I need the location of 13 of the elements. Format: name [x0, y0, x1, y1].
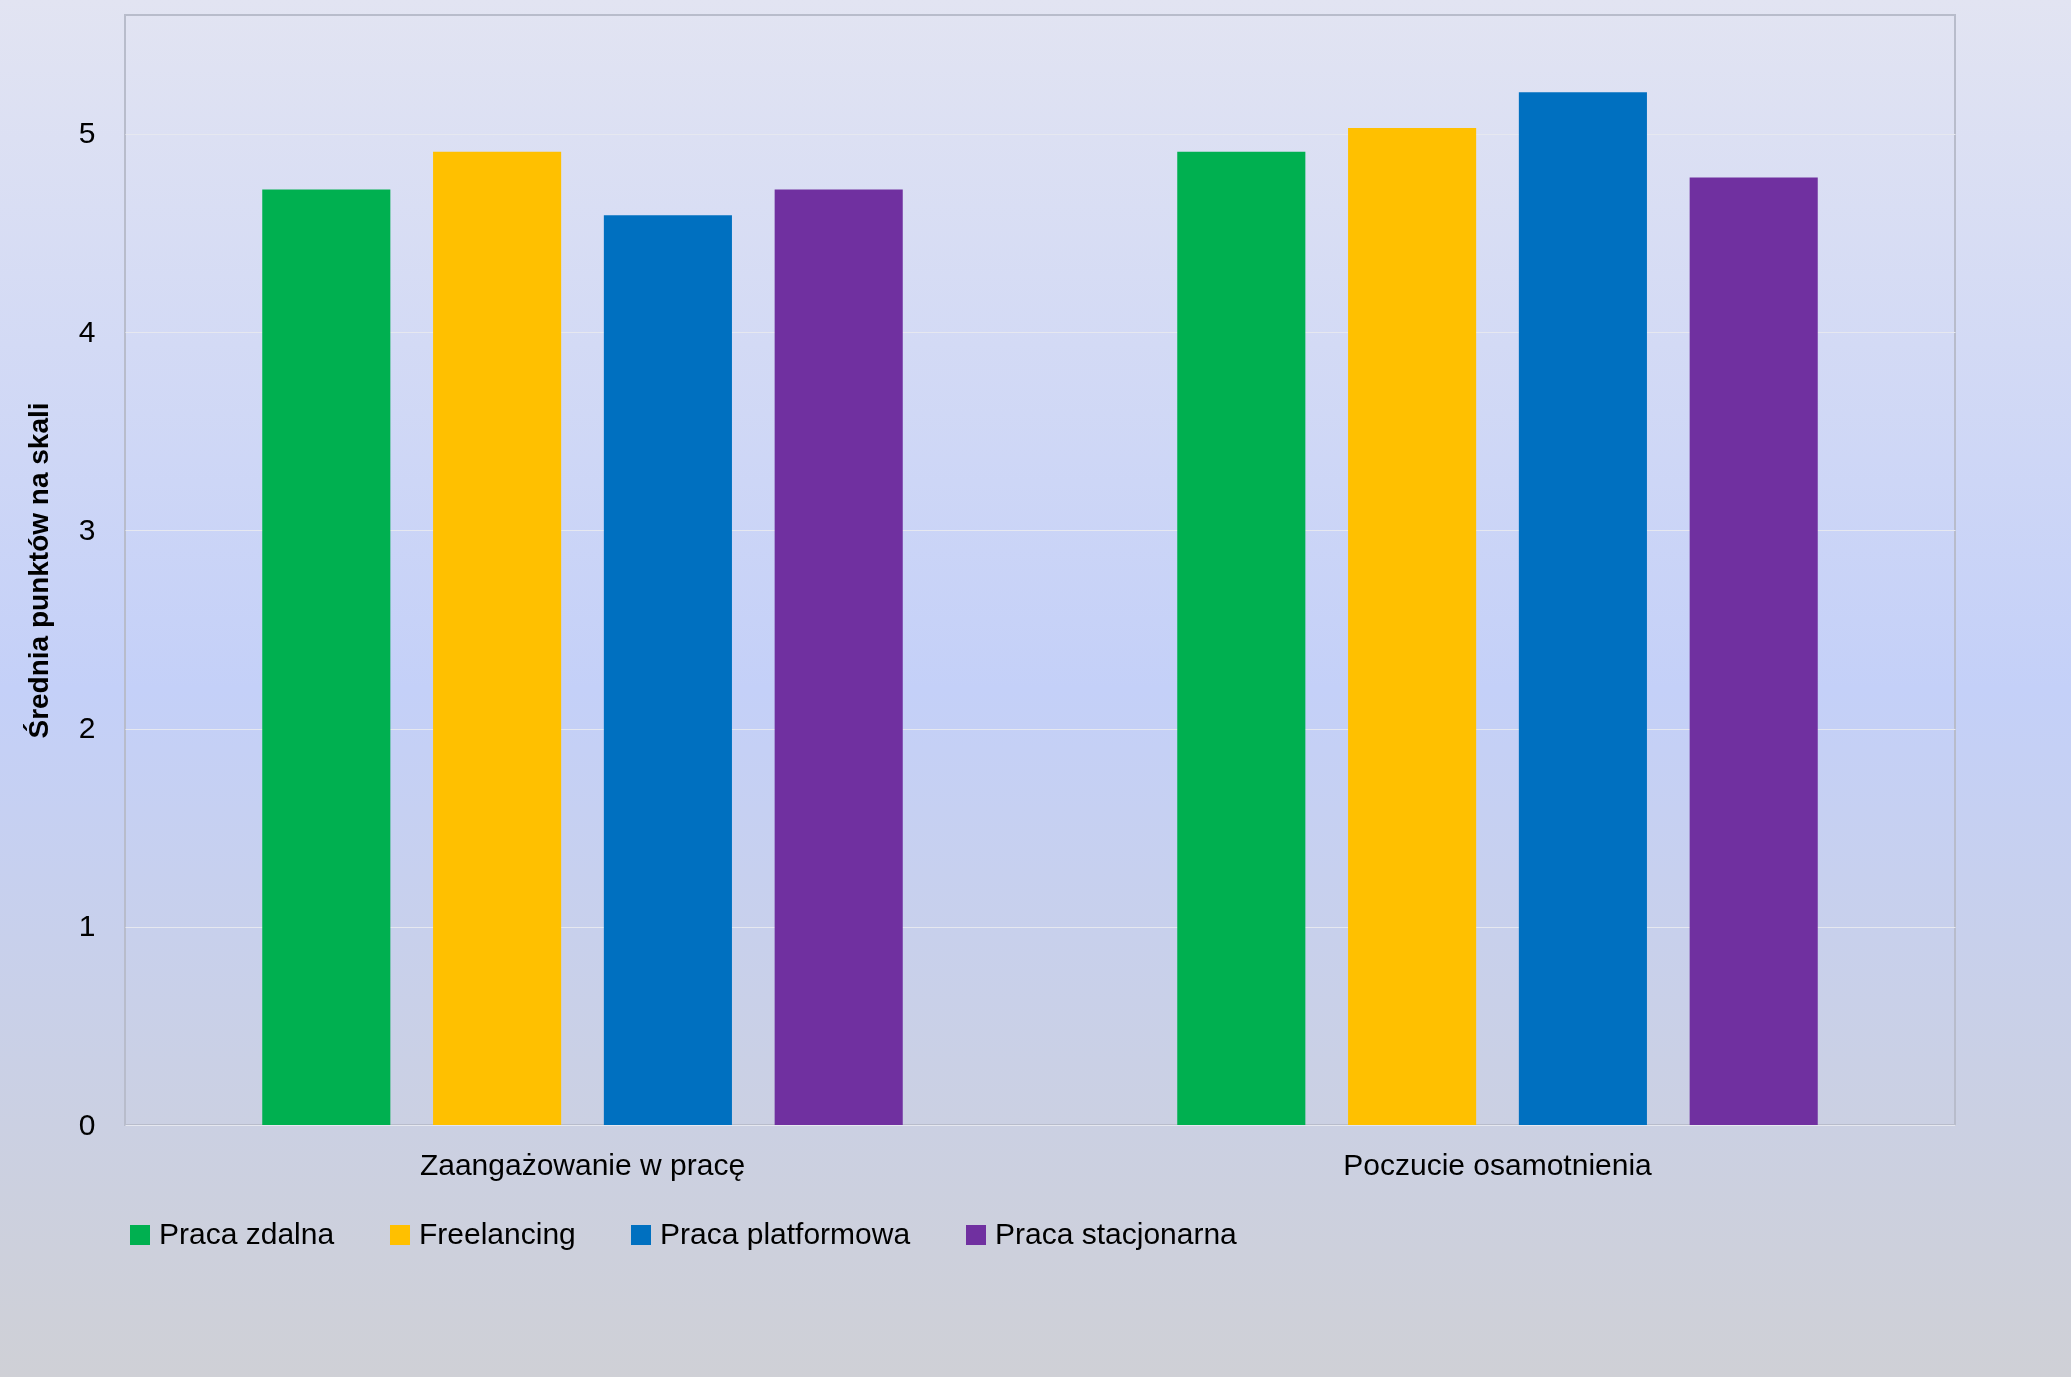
legend-label: Freelancing: [419, 1217, 576, 1250]
x-tick-label: Poczucie osamotnienia: [1343, 1147, 1653, 1181]
legend-label: Praca zdalna: [159, 1217, 335, 1250]
y-tick-label: 1: [78, 909, 96, 943]
y-tick-label: 4: [78, 314, 96, 348]
legend-label: Praca stacjonarna: [995, 1217, 1238, 1250]
y-axis-title: Średnia punktów na skali: [22, 402, 54, 739]
y-tick-label: 0: [78, 1107, 96, 1141]
y-tick-label: 2: [78, 711, 96, 745]
y-tick-label: 5: [78, 116, 96, 150]
x-tick-label: Zaangażowanie w pracę: [419, 1147, 746, 1181]
legend-label: Praca platformowa: [660, 1217, 911, 1250]
y-tick-label: 3: [78, 512, 96, 546]
